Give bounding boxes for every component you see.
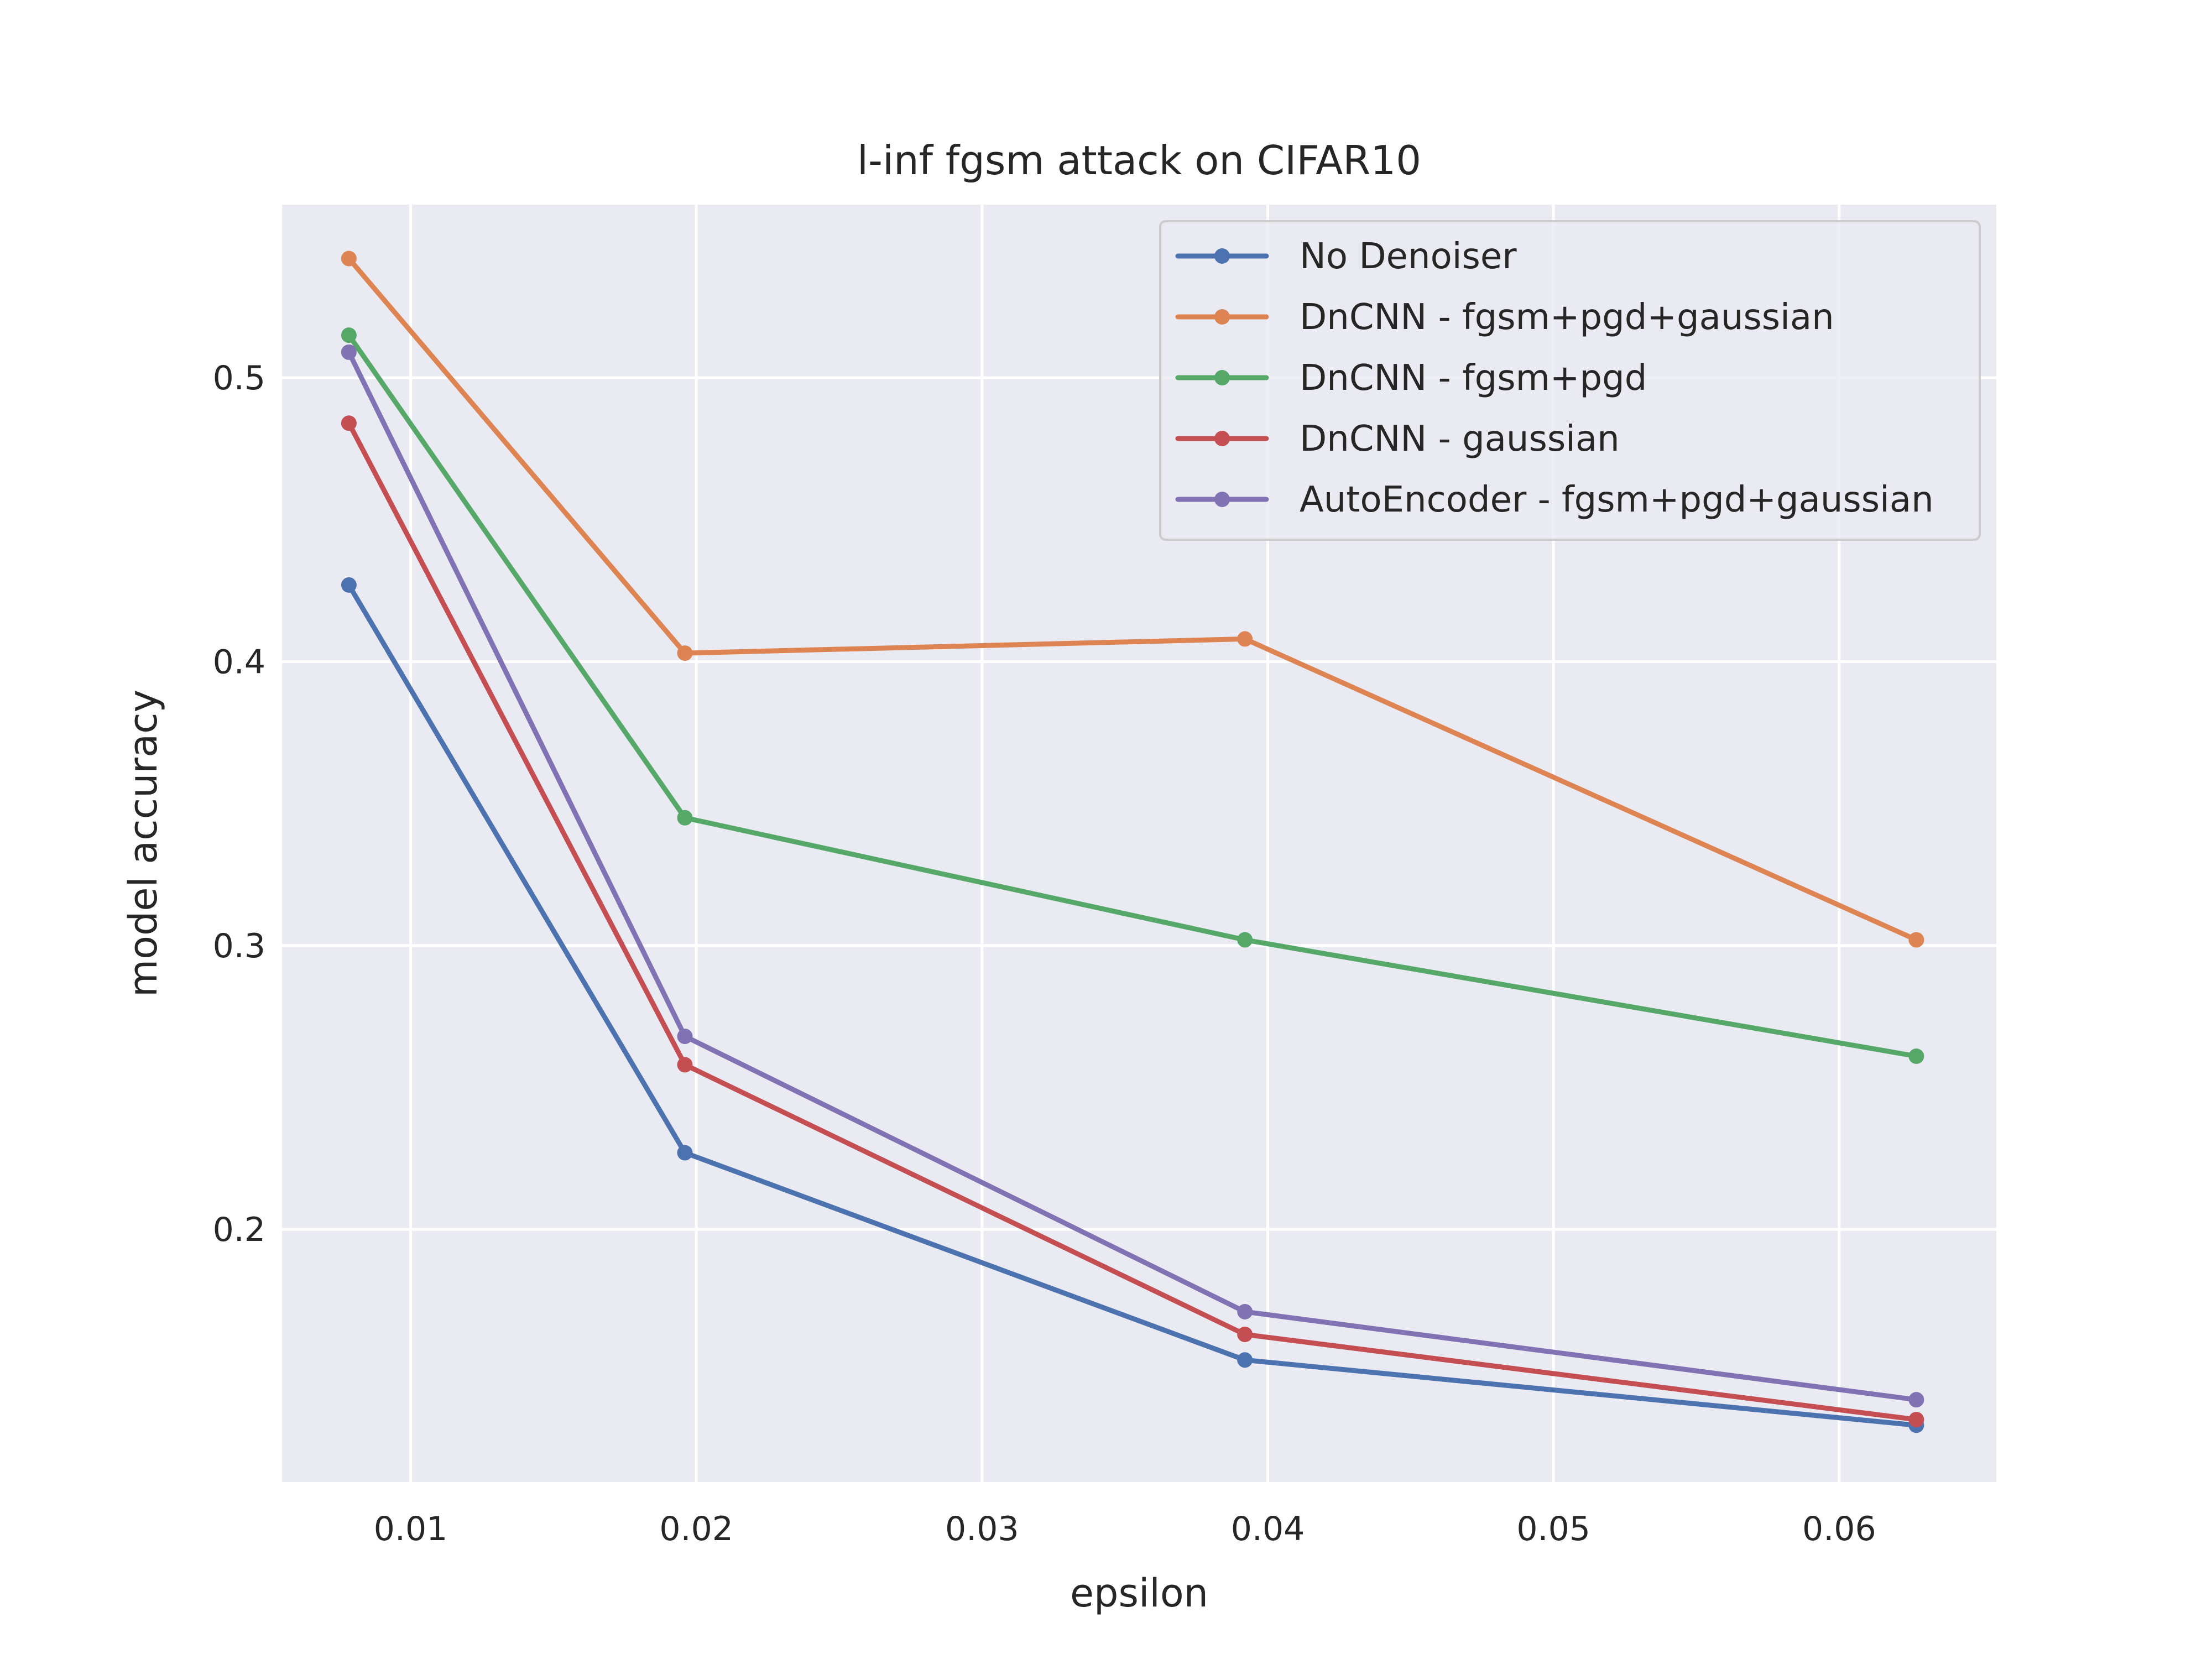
legend-entry: DnCNN - fgsm+pgd: [1175, 358, 1647, 399]
data-point: [1237, 1352, 1253, 1368]
chart-title: l-inf fgsm attack on CIFAR10: [857, 137, 1421, 184]
x-tick-label: 0.05: [1516, 1510, 1590, 1548]
series-2: [341, 251, 1924, 948]
legend-marker: [1214, 370, 1230, 385]
data-point: [1237, 1304, 1253, 1319]
data-point: [341, 415, 357, 431]
series-line: [346, 582, 1919, 1428]
series-layer: [341, 251, 1924, 1433]
legend-label: DnCNN - gaussian: [1300, 419, 1620, 460]
legend-marker: [1214, 309, 1230, 325]
legend-entry: No Denoiser: [1175, 236, 1517, 277]
data-point: [677, 645, 693, 661]
legend-entry: AutoEncoder - fgsm+pgd+gaussian: [1175, 479, 1934, 520]
data-point: [1908, 1392, 1924, 1408]
data-point: [341, 577, 357, 593]
legend-entry: DnCNN - gaussian: [1175, 419, 1620, 460]
data-point: [1908, 1048, 1924, 1064]
data-point: [1908, 932, 1924, 948]
legend-label: No Denoiser: [1300, 236, 1517, 277]
legend-marker: [1214, 248, 1230, 264]
data-point: [341, 251, 357, 267]
data-point: [1908, 1412, 1924, 1428]
x-tick-label: 0.04: [1231, 1510, 1305, 1548]
legend-label: DnCNN - fgsm+pgd+gaussian: [1300, 297, 1834, 338]
legend: No Denoiser DnCNN - fgsm+pgd+gaussian DnCN…: [1159, 220, 1981, 541]
data-point: [677, 1145, 693, 1161]
x-axis-ticks: 0.01 0.02 0.03 0.04 0.05 0.06: [374, 1510, 1876, 1548]
y-tick-label: 0.3: [213, 927, 265, 966]
data-point: [677, 810, 693, 826]
legend-entry: DnCNN - fgsm+pgd+gaussian: [1175, 297, 1834, 338]
series-5: [341, 344, 1924, 1408]
series-line: [346, 256, 1919, 943]
legend-label: AutoEncoder - fgsm+pgd+gaussian: [1300, 479, 1934, 520]
legend-marker: [1214, 431, 1230, 446]
y-axis-title: model accuracy: [121, 690, 166, 997]
series-4: [341, 415, 1924, 1428]
data-point: [1237, 1327, 1253, 1343]
legend-frame: [1159, 220, 1981, 541]
data-point: [677, 1057, 693, 1073]
legend-label: DnCNN - fgsm+pgd: [1300, 358, 1647, 399]
data-point: [1237, 631, 1253, 647]
x-axis-title: epsilon: [1070, 1571, 1208, 1616]
series-line: [346, 349, 1919, 1402]
x-tick-label: 0.01: [374, 1510, 448, 1548]
y-tick-label: 0.2: [213, 1211, 265, 1249]
y-tick-label: 0.5: [213, 359, 265, 398]
series-line: [346, 332, 1919, 1059]
data-point: [677, 1029, 693, 1045]
x-tick-label: 0.06: [1802, 1510, 1876, 1548]
data-point: [341, 327, 357, 343]
x-tick-label: 0.02: [659, 1510, 733, 1548]
data-point: [341, 344, 357, 360]
x-tick-label: 0.03: [945, 1510, 1019, 1548]
data-point: [1237, 932, 1253, 948]
series-line: [346, 420, 1919, 1422]
y-tick-label: 0.4: [213, 643, 265, 681]
y-axis-ticks: 0.2 0.3 0.4 0.5: [213, 359, 265, 1249]
legend-marker: [1214, 492, 1230, 507]
series-3: [341, 327, 1924, 1064]
